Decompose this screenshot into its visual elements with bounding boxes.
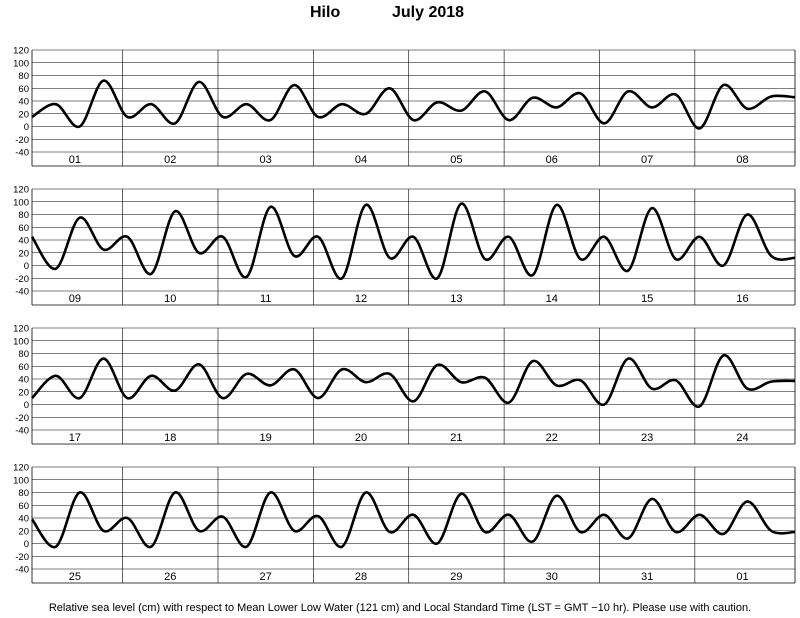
tide-series-line (30, 202, 796, 280)
footer-note: Relative sea level (cm) with respect to … (48, 602, 752, 614)
y-tick-label: 40 (18, 375, 29, 386)
title-row: Hilo July 2018 (0, 4, 800, 26)
day-label: 13 (450, 293, 462, 305)
y-tick-label: -20 (15, 552, 29, 563)
day-label: 30 (546, 571, 558, 583)
y-tick-label: -20 (15, 413, 29, 424)
y-tick-label: 20 (18, 387, 29, 398)
y-tick-label: 0 (24, 400, 29, 411)
day-label: 16 (736, 293, 748, 305)
day-label: 21 (450, 432, 462, 444)
day-label: 18 (164, 432, 176, 444)
y-tick-label: 60 (18, 84, 29, 95)
y-tick-label: 80 (18, 71, 29, 82)
y-tick-label: 100 (13, 336, 29, 347)
day-label: 24 (736, 432, 748, 444)
day-label: 19 (260, 432, 272, 444)
y-tick-label: -20 (15, 135, 29, 146)
day-label: 26 (164, 571, 176, 583)
y-tick-label: -40 (15, 565, 29, 576)
y-tick-label: 0 (24, 539, 29, 550)
y-tick-label: -40 (15, 148, 29, 159)
day-label: 28 (355, 571, 367, 583)
day-label: 12 (355, 293, 367, 305)
tide-series-line (30, 491, 796, 549)
day-label: 22 (546, 432, 558, 444)
y-tick-label: 20 (18, 109, 29, 120)
y-tick-label: 60 (18, 223, 29, 234)
day-label: 31 (641, 571, 653, 583)
y-tick-label: 100 (13, 197, 29, 208)
day-label: 14 (546, 293, 558, 305)
y-tick-label: 80 (18, 488, 29, 499)
y-tick-label: 0 (24, 122, 29, 133)
y-tick-label: 80 (18, 349, 29, 360)
day-label: 09 (69, 293, 81, 305)
y-tick-label: 0 (24, 261, 29, 272)
y-tick-label: 60 (18, 501, 29, 512)
y-tick-label: -20 (15, 274, 29, 285)
day-label: 20 (355, 432, 367, 444)
day-label: 08 (736, 154, 748, 166)
y-tick-label: 40 (18, 514, 29, 525)
day-label: 01 (69, 154, 81, 166)
y-tick-label: 100 (13, 58, 29, 69)
y-tick-label: 80 (18, 210, 29, 221)
y-tick-label: 100 (13, 475, 29, 486)
y-tick-label: 20 (18, 248, 29, 259)
tide-series-line (31, 354, 796, 408)
day-label: 29 (450, 571, 462, 583)
day-label: 25 (69, 571, 81, 583)
day-label: 04 (355, 154, 367, 166)
y-tick-label: 20 (18, 526, 29, 537)
day-label: 10 (164, 293, 176, 305)
day-label: 05 (450, 154, 462, 166)
day-label: 17 (69, 432, 81, 444)
day-label: 06 (546, 154, 558, 166)
day-label: 01 (736, 571, 748, 583)
day-label: 23 (641, 432, 653, 444)
y-tick-label: -40 (15, 287, 29, 298)
day-label: 02 (164, 154, 176, 166)
day-label: 27 (260, 571, 272, 583)
day-label: 03 (260, 154, 272, 166)
chart-title-month: July 2018 (392, 4, 465, 21)
y-tick-label: 120 (13, 185, 29, 196)
y-tick-label: 120 (13, 46, 29, 57)
y-tick-label: 40 (18, 236, 29, 247)
day-label: 07 (641, 154, 653, 166)
y-tick-label: 60 (18, 362, 29, 373)
tide-series-line (31, 79, 796, 130)
day-label: 15 (641, 293, 653, 305)
y-tick-label: -40 (15, 426, 29, 437)
chart-title-station: Hilo (310, 4, 341, 21)
y-tick-label: 120 (13, 463, 29, 474)
day-label: 11 (260, 293, 271, 305)
y-tick-label: 40 (18, 97, 29, 108)
y-tick-label: 120 (13, 324, 29, 335)
